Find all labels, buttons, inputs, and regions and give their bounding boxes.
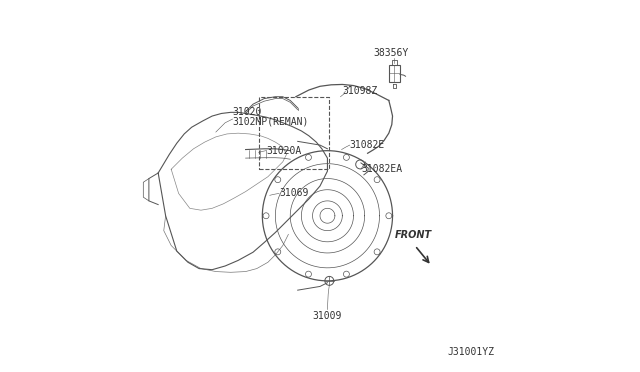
Text: 31020A: 31020A	[266, 146, 301, 155]
Text: 31098Z: 31098Z	[342, 86, 378, 96]
Text: J31001YZ: J31001YZ	[448, 347, 495, 357]
Text: 31082E: 31082E	[349, 140, 385, 150]
Text: 38356Y: 38356Y	[373, 48, 408, 58]
Text: 31020: 31020	[232, 107, 262, 117]
Text: 31082EA: 31082EA	[361, 164, 402, 174]
Bar	[259, 97, 330, 169]
Text: FRONT: FRONT	[394, 230, 431, 240]
Text: 31009: 31009	[313, 311, 342, 321]
Text: 3102MP(REMAN): 3102MP(REMAN)	[232, 116, 309, 126]
Text: 31069: 31069	[279, 189, 308, 198]
